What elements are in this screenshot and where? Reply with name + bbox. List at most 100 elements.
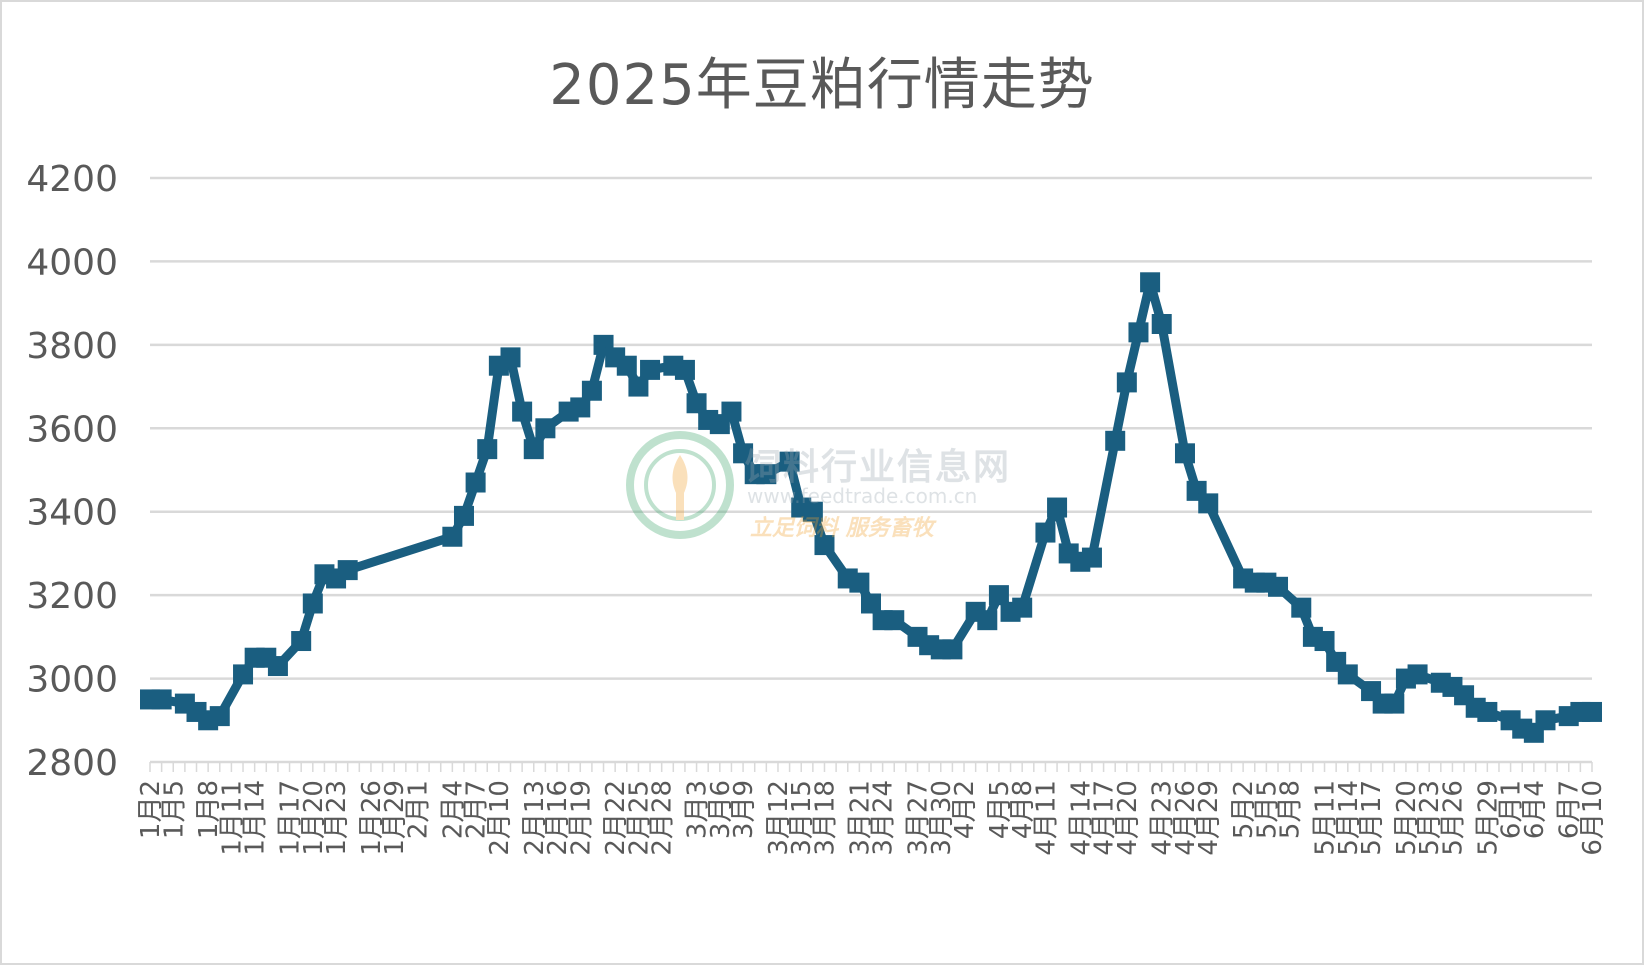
data-point-marker xyxy=(1035,522,1056,543)
data-point-marker xyxy=(1116,372,1137,393)
data-point-marker xyxy=(500,347,521,368)
data-point-marker xyxy=(1268,576,1289,597)
x-tick-label: 1月26 xyxy=(357,780,387,856)
x-tick-label: 3月15 xyxy=(787,780,817,856)
data-point-marker xyxy=(465,472,486,493)
data-point-marker xyxy=(523,439,544,460)
x-tick-label: 3月6 xyxy=(706,780,736,839)
watermark-url: www.feedtrade.com.cn xyxy=(747,484,978,508)
data-point-marker xyxy=(512,401,533,422)
data-point-marker xyxy=(570,397,591,418)
series-group xyxy=(140,272,1602,743)
x-tick-label: 1月14 xyxy=(241,780,271,856)
y-axis: 2800 3000 3200 3400 3600 3800 4000 4200 xyxy=(26,159,118,784)
data-point-marker xyxy=(1151,314,1172,334)
data-point-marker xyxy=(291,631,312,652)
data-point-marker xyxy=(453,505,474,526)
chart-title: 2025年豆粕行情走势 xyxy=(549,53,1095,118)
data-point-marker xyxy=(1384,693,1405,714)
data-point-marker xyxy=(1407,664,1428,685)
x-tick-label: 3月3 xyxy=(683,780,713,839)
x-tick-label: 4月17 xyxy=(1090,780,1120,856)
x-tick-label: 1月29 xyxy=(380,780,410,856)
x-tick-label: 2月7 xyxy=(462,780,492,839)
x-tick-label: 2月19 xyxy=(566,780,596,856)
x-tick-label: 2月10 xyxy=(485,780,515,856)
x-tick-label: 3月27 xyxy=(904,780,934,856)
x-tick-label: 4月2 xyxy=(950,780,980,839)
x-tick-label: 4月26 xyxy=(1171,780,1201,856)
y-tick-label: 3400 xyxy=(26,493,118,534)
x-tick-label: 1月8 xyxy=(194,780,224,839)
x-tick-label: 4月8 xyxy=(1008,780,1038,839)
data-point-marker xyxy=(1047,497,1068,518)
data-point-marker xyxy=(779,451,800,472)
data-point-marker xyxy=(686,393,707,414)
x-tick-label: 5月26 xyxy=(1438,780,1468,856)
data-point-marker xyxy=(1582,701,1602,722)
data-point-marker xyxy=(442,526,463,547)
x-tick-label: 3月9 xyxy=(729,780,759,839)
data-point-marker xyxy=(267,656,288,677)
data-point-marker xyxy=(1174,443,1195,464)
data-point-marker xyxy=(1337,664,1358,685)
data-point-marker xyxy=(1140,272,1161,293)
x-tick-label: 2月4 xyxy=(438,780,468,839)
data-point-marker xyxy=(814,535,835,556)
x-tick-label: 2月28 xyxy=(648,780,678,856)
x-tick-label: 4月20 xyxy=(1113,780,1143,856)
x-tick-label: 5月14 xyxy=(1334,780,1364,856)
data-point-marker xyxy=(337,560,358,581)
data-point-marker xyxy=(477,439,498,460)
y-tick-label: 4200 xyxy=(26,159,118,200)
x-tick-label: 5月20 xyxy=(1392,780,1422,856)
x-tick-label: 3月21 xyxy=(845,780,875,856)
data-point-marker xyxy=(802,501,823,522)
x-tick-label: 1月5 xyxy=(159,780,189,839)
watermark: 饲料行业信息网 www.feedtrade.com.cn 立足饲料 服务畜牧 xyxy=(625,430,1015,541)
x-tick-label: 5月17 xyxy=(1357,780,1387,856)
data-point-marker xyxy=(1198,493,1219,514)
data-point-marker xyxy=(302,593,323,614)
x-tick-label: 1月17 xyxy=(276,780,306,856)
feed-logo-icon xyxy=(626,431,734,539)
data-point-marker xyxy=(1128,322,1149,343)
x-tick-label: 3月18 xyxy=(810,780,840,856)
data-point-marker xyxy=(616,355,637,376)
data-point-marker xyxy=(977,610,998,631)
y-tick-label: 3600 xyxy=(26,409,118,450)
data-point-marker xyxy=(640,359,661,380)
x-tick-label: 5月8 xyxy=(1276,780,1306,839)
x-tick-label: 5月2 xyxy=(1229,780,1259,839)
x-tick-label: 5月23 xyxy=(1415,780,1445,856)
data-point-marker xyxy=(581,380,602,401)
data-point-marker xyxy=(849,572,870,593)
x-tick-label: 6月10 xyxy=(1578,780,1608,856)
data-point-marker xyxy=(628,376,649,397)
watermark-slogan: 立足饲料 服务畜牧 xyxy=(750,516,934,541)
y-tick-label: 3800 xyxy=(26,326,118,367)
data-point-marker xyxy=(1012,597,1033,618)
x-tick-label: 6月4 xyxy=(1520,780,1550,839)
x-tick-label: 6月7 xyxy=(1555,780,1585,839)
data-point-marker xyxy=(733,443,754,464)
x-tick-label: 6月1 xyxy=(1497,780,1527,839)
data-point-marker xyxy=(1314,631,1335,652)
x-tick-label: 4月11 xyxy=(1031,780,1061,856)
watermark-name: 饲料行业信息网 xyxy=(745,447,1012,488)
data-point-marker xyxy=(861,593,881,614)
x-tick-label: 5月29 xyxy=(1473,780,1503,856)
y-tick-label: 3200 xyxy=(26,576,118,617)
y-tick-label: 3000 xyxy=(26,660,118,701)
x-tick-label: 3月24 xyxy=(869,780,899,856)
x-tick-label: 5月5 xyxy=(1252,780,1282,839)
data-point-marker xyxy=(674,359,695,380)
x-tick-label: 2月16 xyxy=(543,780,573,856)
x-tick-label: 3月12 xyxy=(764,780,794,856)
x-tick-label: 4月5 xyxy=(985,780,1015,839)
data-point-marker xyxy=(884,610,905,631)
x-tick-label: 4月29 xyxy=(1194,780,1224,856)
data-point-marker xyxy=(942,639,963,660)
x-tick-label: 4月14 xyxy=(1066,780,1096,856)
